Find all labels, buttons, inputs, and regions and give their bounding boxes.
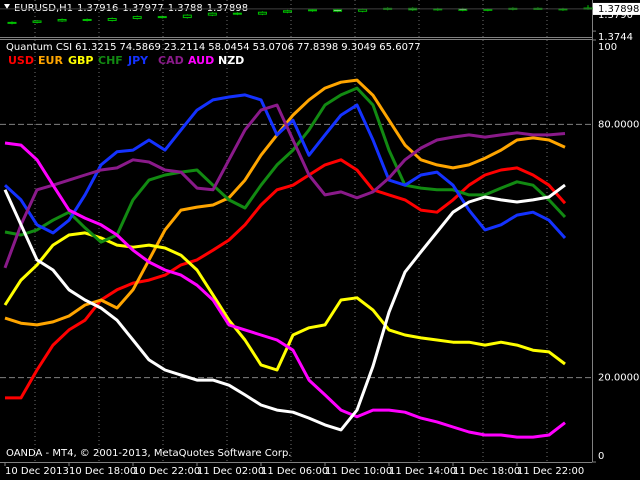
indicator-value: 77.8398 — [297, 42, 338, 53]
series-line — [3, 103, 566, 269]
legend-entry: USD — [8, 54, 34, 67]
candle-body — [358, 8, 368, 12]
x-tick-label: 11 Dec 22:00 — [517, 466, 584, 477]
legend-entry: CAD — [158, 54, 184, 67]
candle-body — [132, 16, 142, 20]
x-tick-label: 10 Dec 22:00 — [133, 466, 200, 477]
legend-entry: EUR — [38, 54, 63, 67]
menu-icon[interactable] — [4, 4, 10, 9]
x-tick-label: 11 Dec 18:00 — [453, 466, 520, 477]
candle-body — [282, 10, 292, 13]
candle-body — [57, 18, 67, 22]
candle-body — [483, 8, 493, 11]
indicator-header: Quantum CSI 61.3215 74.5869 23.2114 58.0454 5… — [6, 42, 421, 53]
x-tick-label: 11 Dec 10:00 — [325, 466, 392, 477]
legend-entry: GBP — [68, 54, 93, 67]
y-tick-label: 100 — [598, 42, 617, 53]
candle-body — [207, 12, 217, 16]
candle-body — [257, 11, 267, 15]
candle-body — [232, 12, 242, 15]
price-label: 1.3790 — [598, 10, 633, 21]
series-line — [4, 86, 567, 244]
series-line — [3, 183, 566, 432]
legend-entry: AUD — [188, 54, 214, 67]
indicator-value: 61.3215 — [75, 42, 116, 53]
candle-body — [182, 14, 192, 19]
legend-entry: JPY — [127, 54, 149, 67]
x-tick-label: 11 Dec 02:00 — [197, 466, 264, 477]
candle-body — [7, 21, 17, 24]
legend-entry: NZD — [218, 54, 244, 67]
candle-body — [107, 18, 117, 21]
series-line — [3, 231, 566, 372]
x-tick-label: 10 Dec 18:00 — [69, 466, 136, 477]
last-price-box — [593, 2, 640, 15]
indicator-value: 74.5869 — [120, 42, 161, 53]
indicator-value: 53.0706 — [253, 42, 294, 53]
price-label: 1.3744 — [598, 32, 633, 43]
candle-body — [157, 16, 167, 19]
series-line — [5, 158, 567, 400]
indicator-value: 65.6077 — [379, 42, 420, 53]
series-line — [4, 141, 566, 439]
indicator-value: 23.2114 — [164, 42, 205, 53]
indicator-name: Quantum CSI — [6, 42, 72, 53]
footer-text: OANDA - MT4, © 2001-2013, MetaQuotes Sof… — [6, 448, 291, 459]
x-tick-label: 11 Dec 14:00 — [389, 466, 456, 477]
last-price-label: 1.37898 — [598, 4, 639, 15]
x-tick-label: 10 Dec 2013 — [5, 466, 69, 477]
legend-entry: CHF — [98, 54, 123, 67]
candle-body — [333, 9, 343, 12]
indicator-value: 9.3049 — [341, 42, 376, 53]
y-tick-label: 0 — [598, 451, 604, 462]
candle-body — [82, 18, 92, 21]
x-tick-label: 11 Dec 06:00 — [261, 466, 328, 477]
candle-body — [32, 20, 42, 23]
indicator-value: 58.0454 — [208, 42, 249, 53]
candle-body — [308, 9, 318, 12]
